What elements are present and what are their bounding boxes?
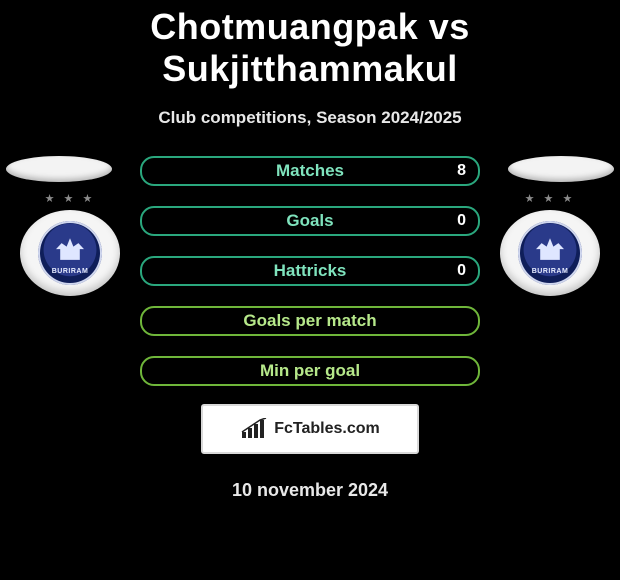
stat-label: Hattricks [274,261,347,281]
stat-label: Min per goal [260,361,360,381]
stat-row: Goals per match [140,306,480,336]
club-crest-right [518,221,582,285]
stat-value-right: 0 [457,262,466,280]
brand-box[interactable]: FcTables.com [201,404,419,454]
date-text: 10 november 2024 [0,480,620,501]
player-right-oval [508,156,614,182]
stat-value-right: 8 [457,162,466,180]
stat-rows: Matches 8 Goals 0 Hattricks 0 Goals per match M… [140,156,480,406]
stat-row: Min per goal [140,356,480,386]
stat-row: Hattricks 0 [140,256,480,286]
club-badge-left: ★ ★ ★ [20,210,120,296]
stat-label: Matches [276,161,344,181]
comparison-area: ★ ★ ★ ★ ★ ★ Matches8Goals0Hattricks0Goal… [0,156,620,386]
stat-label: Goals per match [243,311,376,331]
club-crest-left [38,221,102,285]
page-subtitle: Club competitions, Season 2024/2025 [0,108,620,128]
page-title: Chotmuangpak vs Sukjitthammakul [0,6,620,90]
stat-label: Goals [286,211,333,231]
stat-value-right: 0 [457,212,466,230]
player-left-oval [6,156,112,182]
stat-row: Goals 0 [140,206,480,236]
brand-bars-icon [240,418,268,440]
club-stars-right: ★ ★ ★ [500,192,600,205]
brand-text: FcTables.com [274,420,380,438]
club-badge-right: ★ ★ ★ [500,210,600,296]
club-stars-left: ★ ★ ★ [20,192,120,205]
stat-row: Matches 8 [140,156,480,186]
